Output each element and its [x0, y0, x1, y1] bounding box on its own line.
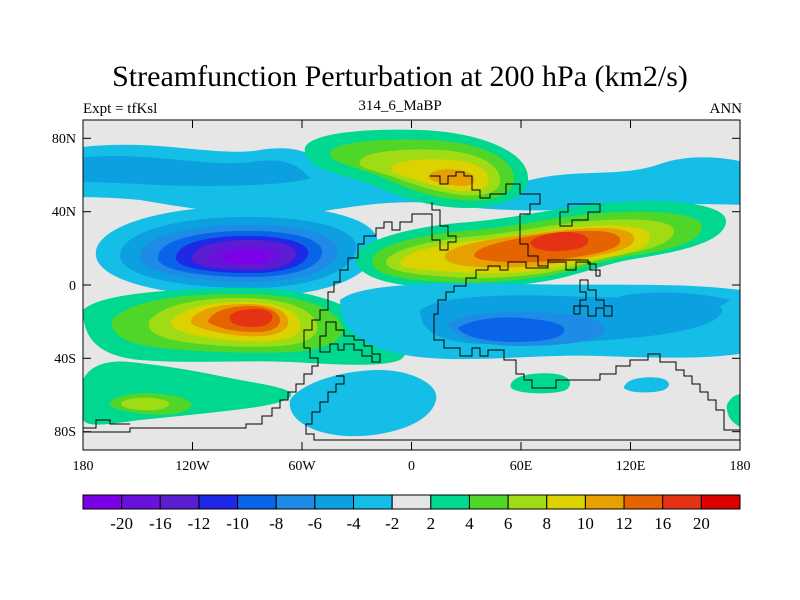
- x-tick-label: 60E: [510, 459, 533, 474]
- southern-negative-band: [340, 283, 740, 360]
- colorbar-swatch: [546, 494, 586, 510]
- south-atlantic-low: [289, 370, 437, 437]
- north-negative-band: [83, 144, 740, 216]
- x-tick-label: 180: [730, 459, 751, 474]
- chart-title: Streamfunction Perturbation at 200 hPa (…: [112, 60, 688, 93]
- south-pacific-high: [83, 287, 406, 365]
- colorbar: -20 -16 -12 -10 -8 -6 -4 -2 2 4 6 8 10 12 16 20: [82, 494, 741, 533]
- colorbar-label: -10: [226, 514, 249, 533]
- colorbar-swatch: [198, 494, 239, 510]
- colorbar-swatch: [237, 494, 277, 510]
- colorbar-label: -8: [269, 514, 283, 533]
- x-tick-label: 0: [408, 459, 415, 474]
- pacific-low: [95, 205, 379, 298]
- y-tick-label: 40S: [54, 352, 76, 367]
- y-tick-label: 80S: [54, 425, 76, 440]
- y-tick-labels: 80N 40N 0 40S 80S: [52, 132, 76, 440]
- colorbar-swatch: [623, 494, 664, 510]
- colorbar-swatch: [121, 494, 161, 510]
- southeast-pacific-high: [726, 394, 740, 427]
- colorbar-swatch: [700, 494, 741, 510]
- x-tick-label: 180: [73, 459, 94, 474]
- asian-high: [355, 200, 727, 289]
- experiment-label: Expt = tfKsl: [83, 101, 158, 117]
- x-tick-labels: 180 120W 60W 0 60E 120E 180: [73, 459, 751, 474]
- colorbar-label: -20: [110, 514, 133, 533]
- season-label: ANN: [709, 101, 743, 117]
- colorbar-label: 6: [504, 514, 513, 533]
- x-tick-label: 120E: [616, 459, 646, 474]
- colorbar-label: -2: [385, 514, 399, 533]
- colorbar-label: 20: [693, 514, 710, 533]
- colorbar-swatch: [159, 494, 200, 510]
- colorbar-label: 16: [654, 514, 671, 533]
- colorbar-swatch: [353, 494, 393, 510]
- southern-indian-low: [623, 377, 669, 393]
- colorbar-swatch: [507, 494, 548, 510]
- colorbar-label: 2: [427, 514, 436, 533]
- colorbar-swatch: [468, 494, 509, 510]
- colorbar-swatch: [391, 494, 432, 510]
- x-tick-label: 60W: [288, 459, 316, 474]
- colorbar-swatch: [430, 494, 470, 510]
- y-tick-label: 40N: [52, 205, 76, 220]
- case-label: 314_6_MaBP: [358, 98, 442, 114]
- coastlines: [83, 171, 740, 441]
- southern-ocean-high: [83, 361, 292, 425]
- colorbar-swatch: [82, 494, 123, 510]
- x-tick-label: 120W: [175, 459, 210, 474]
- y-tick-label: 80N: [52, 132, 76, 147]
- colorbar-label: 12: [616, 514, 633, 533]
- colorbar-label: 10: [577, 514, 594, 533]
- colorbar-swatch: [584, 494, 625, 510]
- colorbar-swatch: [275, 494, 316, 510]
- colorbar-label: -12: [188, 514, 211, 533]
- colorbar-label: 8: [543, 514, 552, 533]
- colorbar-swatch: [662, 494, 702, 510]
- colorbar-label: -4: [346, 514, 361, 533]
- colorbar-label: -6: [308, 514, 322, 533]
- colorbar-label: -16: [149, 514, 172, 533]
- colorbar-label: 4: [465, 514, 474, 533]
- colorbar-swatch: [314, 494, 355, 510]
- contour-fields: [83, 129, 740, 441]
- y-tick-label: 0: [69, 279, 76, 294]
- axis-ticks: [82, 120, 741, 450]
